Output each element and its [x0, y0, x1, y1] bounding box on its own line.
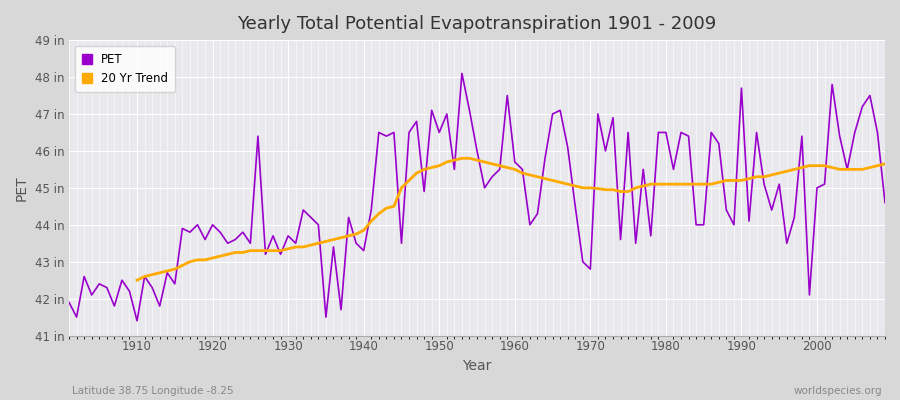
- Title: Yearly Total Potential Evapotranspiration 1901 - 2009: Yearly Total Potential Evapotranspiratio…: [238, 15, 716, 33]
- Legend: PET, 20 Yr Trend: PET, 20 Yr Trend: [75, 46, 175, 92]
- Y-axis label: PET: PET: [15, 175, 29, 201]
- X-axis label: Year: Year: [463, 359, 491, 373]
- Text: worldspecies.org: worldspecies.org: [794, 386, 882, 396]
- Text: Latitude 38.75 Longitude -8.25: Latitude 38.75 Longitude -8.25: [72, 386, 234, 396]
